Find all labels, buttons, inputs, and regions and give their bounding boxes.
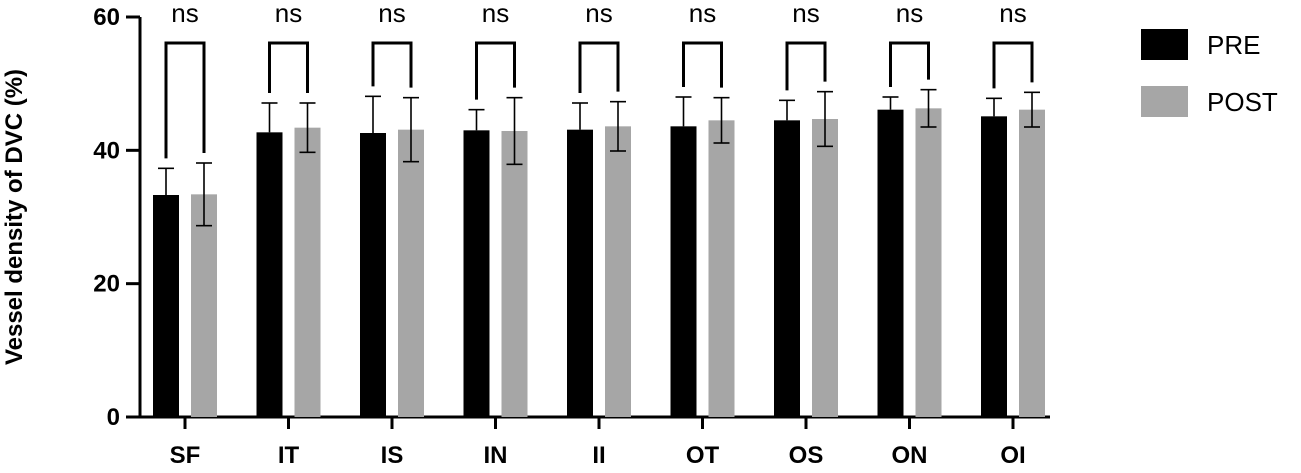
bar-pre-is (360, 133, 386, 417)
bar-pre-it (256, 132, 283, 418)
legend-swatch-pre (1141, 29, 1188, 60)
bar-post-oi (1019, 109, 1045, 418)
bar-post-ii (605, 126, 631, 417)
bars-group (153, 108, 1045, 418)
y-tick-label: 60 (93, 4, 120, 31)
y-tick-label: 20 (93, 271, 120, 298)
bar-post-in (501, 131, 528, 417)
bar-pre-on (877, 109, 904, 418)
significance-label: ns (171, 0, 198, 28)
bar-pre-oi (981, 116, 1007, 417)
significance-label: ns (482, 0, 509, 28)
x-tick-label: OI (1000, 442, 1025, 469)
significance-label: ns (792, 0, 819, 28)
significance-bracket (992, 41, 1034, 89)
legend-label-post: POST (1207, 87, 1278, 117)
x-tick-label: IS (381, 442, 404, 469)
significance-group: ns ns ns ns ns ns ns ns ns (164, 0, 1034, 159)
bar-post-sf (191, 194, 217, 417)
x-tick-label: OS (789, 442, 824, 469)
significance-label: ns (585, 0, 612, 28)
bar-post-is (398, 129, 424, 417)
category-labels: SF IT IS IN II OT OS ON OI (170, 417, 1026, 469)
bar-post-it (294, 127, 321, 418)
significance-label: ns (378, 0, 405, 28)
significance-bracket (682, 41, 723, 88)
y-tick-label: 40 (93, 137, 120, 164)
significance-label: ns (689, 0, 716, 28)
bar-pre-ot (670, 126, 697, 417)
legend-label-pre: PRE (1207, 30, 1260, 60)
bar-pre-ii (567, 129, 593, 417)
significance-bracket (268, 41, 309, 93)
y-tick-label: 0 (107, 404, 120, 431)
x-tick-label: IN (484, 442, 508, 469)
significance-bracket (371, 41, 413, 88)
bar-pre-sf (153, 195, 179, 417)
significance-bracket (785, 41, 827, 91)
significance-label: ns (896, 0, 923, 28)
y-ticks: 0 20 40 60 (93, 4, 140, 431)
x-tick-label: II (592, 442, 605, 469)
bar-post-on (915, 108, 942, 417)
x-tick-label: IT (278, 442, 300, 469)
x-tick-label: ON (892, 442, 928, 469)
x-tick-label: OT (686, 442, 720, 469)
bar-post-os (812, 119, 838, 417)
y-axis-label: Vessel density of DVC (%) (1, 69, 28, 365)
error-bars-group (158, 88, 1040, 227)
significance-label: ns (999, 0, 1026, 28)
bar-pre-in (463, 130, 490, 418)
bar-post-ot (708, 120, 735, 417)
significance-bracket (164, 41, 206, 159)
significance-bracket (475, 41, 516, 100)
significance-label: ns (275, 0, 302, 28)
legend-swatch-post (1141, 86, 1188, 117)
x-tick-label: SF (170, 442, 201, 469)
significance-bracket (889, 41, 930, 87)
bar-pre-os (774, 120, 800, 417)
legend: PRE POST (1141, 29, 1278, 117)
significance-bracket (578, 41, 620, 93)
